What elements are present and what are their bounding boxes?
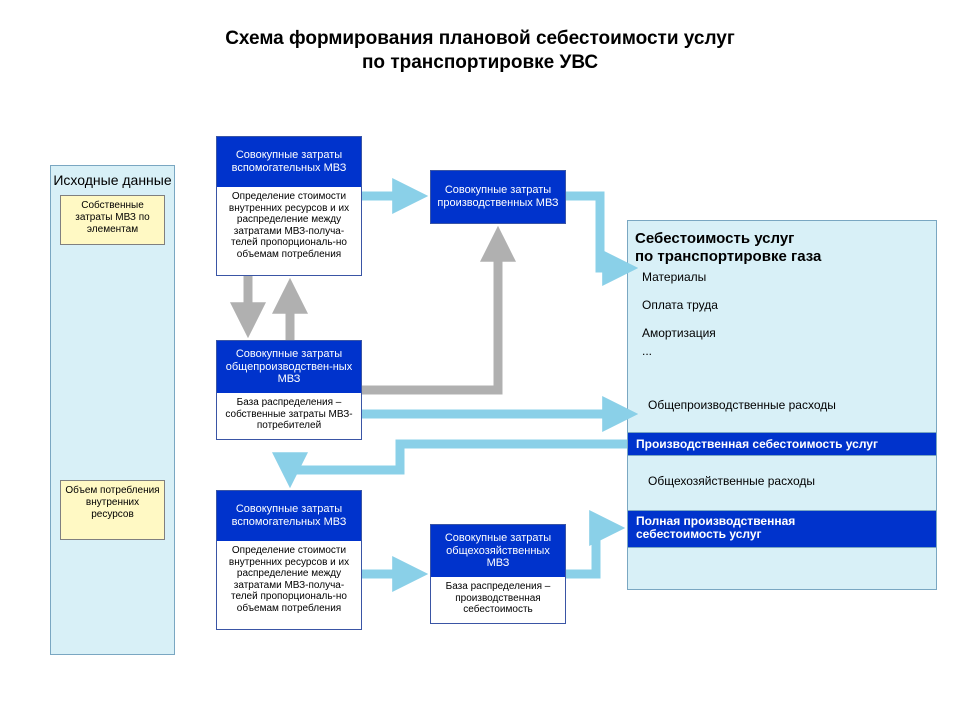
input-data-title: Исходные данные [51, 166, 174, 188]
cost-item-labor: Оплата труда [642, 298, 718, 312]
node-aux-costs-2-header: Совокупные затраты вспомогательных МВЗ [217, 491, 361, 541]
cost-item-ellipsis: ... [642, 344, 652, 358]
node-general-economic-costs-body: База распределения – производственная се… [431, 577, 565, 620]
node-general-production-costs-body: База распределения – собственные затраты… [217, 393, 361, 436]
node-general-production-costs-header: Совокупные затраты общепроизводствен-ных… [217, 341, 361, 393]
cost-line-general-production: Общепроизводственные расходы [648, 398, 836, 412]
title-line-2: по транспортировке УВС [0, 52, 960, 74]
node-general-economic-costs-header: Совокупные затраты общехозяйственных МВЗ [431, 525, 565, 577]
node-aux-costs-1-header: Совокупные затраты вспомогательных МВЗ [217, 137, 361, 187]
node-general-production-costs: Совокупные затраты общепроизводствен-ных… [216, 340, 362, 440]
cost-bar-full-cost: Полная производственная себестоимость ус… [627, 510, 937, 548]
node-aux-costs-2-body: Определение стоимости внутренних ресурсо… [217, 541, 361, 618]
node-production-costs: Совокупные затраты производственных МВЗ [430, 170, 566, 224]
input-box-own-costs: Собственные затраты МВЗ по элементам [60, 195, 165, 245]
node-general-economic-costs: Совокупные затраты общехозяйственных МВЗ… [430, 524, 566, 624]
cost-bar-production-cost: Производственная себестоимость услуг [627, 432, 937, 456]
a-n5-bar2 [566, 528, 609, 574]
diagram-root: Схема формирования плановой себестоимост… [0, 0, 960, 720]
a-n3-n2-up [362, 242, 498, 390]
cost-item-amort: Амортизация [642, 326, 716, 340]
node-aux-costs-1: Совокупные затраты вспомогательных МВЗ О… [216, 136, 362, 276]
cost-panel-title-1: Себестоимость услуг [635, 230, 794, 247]
a-n2-cost [566, 196, 622, 268]
node-aux-costs-2: Совокупные затраты вспомогательных МВЗ О… [216, 490, 362, 630]
node-aux-costs-1-body: Определение стоимости внутренних ресурсо… [217, 187, 361, 264]
a-bar1-n4 [290, 444, 627, 472]
title-line-1: Схема формирования плановой себестоимост… [0, 28, 960, 50]
cost-line-general-economic: Общехозяйственные расходы [648, 474, 815, 488]
cost-panel-title-2: по транспортировке газа [635, 248, 821, 265]
input-box-consumption: Объем потребления внутренних ресурсов [60, 480, 165, 540]
node-production-costs-header: Совокупные затраты производственных МВЗ [431, 171, 565, 223]
cost-bar-full-cost-line2: себестоимость услуг [636, 528, 928, 541]
cost-item-materials: Материалы [642, 270, 706, 284]
